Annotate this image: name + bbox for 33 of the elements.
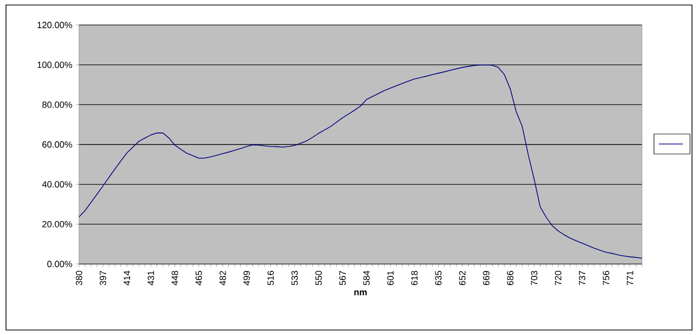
x-tick-label: 737 — [578, 270, 586, 286]
y-tick-label: 120.00% — [38, 22, 72, 28]
x-tick-label: 567 — [339, 270, 346, 286]
y-tick-label: 0.00% — [47, 260, 72, 268]
x-axis-title: nm — [354, 290, 367, 296]
y-tick-label: 80.00% — [42, 101, 72, 108]
x-tick-label: 584 — [363, 270, 370, 286]
x-tick-label: 618 — [411, 270, 418, 286]
x-tick-label: 431 — [148, 270, 154, 286]
x-tick-label: 397 — [100, 270, 106, 286]
x-tick-label: 465 — [196, 270, 202, 286]
x-tick-label: 499 — [244, 270, 250, 286]
x-tick-label: 652 — [459, 270, 466, 286]
x-tick-label: 756 — [602, 270, 610, 286]
x-tick-label: 703 — [530, 270, 538, 286]
line-series — [79, 64, 642, 259]
x-tick-label: 516 — [267, 270, 274, 286]
y-tick-label: 100.00% — [38, 62, 72, 68]
x-tick-label: 414 — [124, 270, 130, 286]
x-tick-label: 771 — [626, 270, 634, 286]
x-tick-label: 669 — [483, 270, 490, 286]
x-tick-label: 482 — [220, 270, 226, 286]
x-tick-label: 686 — [507, 270, 514, 286]
x-tick-label: 720 — [554, 270, 562, 286]
x-tick-label: 533 — [291, 270, 298, 286]
x-tick-label: 601 — [387, 270, 394, 286]
y-tick-label: 60.00% — [42, 141, 72, 148]
x-tick-label: 550 — [315, 270, 322, 286]
x-tick-label: 448 — [172, 270, 178, 286]
y-tick-label: 20.00% — [42, 220, 72, 228]
x-tick-label: 380 — [76, 270, 82, 286]
y-tick-label: 40.00% — [42, 181, 72, 188]
x-tick-label: 635 — [435, 270, 442, 286]
